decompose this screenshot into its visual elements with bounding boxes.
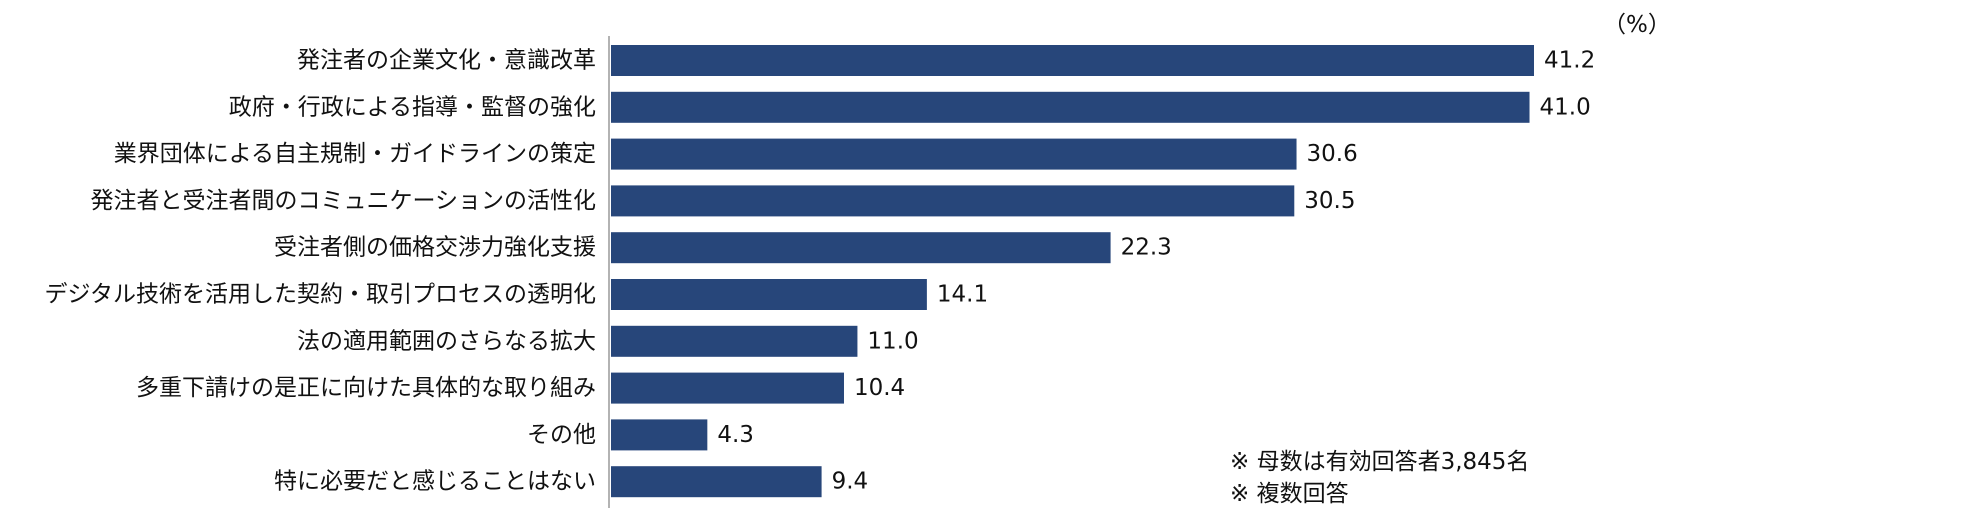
value-label: 30.5 bbox=[1304, 188, 1355, 214]
value-label: 10.4 bbox=[854, 375, 905, 401]
bar bbox=[611, 232, 1111, 264]
bar bbox=[611, 419, 708, 451]
category-labels-group: 発注者の企業文化・意識改革政府・行政による指導・監督の強化業界団体による自主規制… bbox=[44, 48, 596, 495]
category-label: その他 bbox=[527, 422, 596, 448]
category-label: デジタル技術を活用した契約・取引プロセスの透明化 bbox=[44, 282, 596, 308]
bar bbox=[611, 138, 1297, 170]
value-labels-group: 41.2 41.0 30.6 30.5 22.3 14.1 11.0 10.4 4.3 9.4 bbox=[717, 48, 1595, 495]
unit-label: （%） bbox=[1603, 12, 1671, 38]
bar bbox=[611, 91, 1530, 123]
category-label: 受注者側の価格交渉力強化支援 bbox=[274, 235, 596, 261]
bar bbox=[611, 45, 1534, 76]
category-label: 発注者の企業文化・意識改革 bbox=[297, 48, 596, 74]
category-label: 法の適用範囲のさらなる拡大 bbox=[297, 328, 596, 354]
value-label: 30.6 bbox=[1307, 141, 1358, 167]
value-label: 41.0 bbox=[1540, 94, 1591, 120]
value-label: 4.3 bbox=[717, 422, 754, 448]
category-label: 特に必要だと感じることはない bbox=[274, 469, 596, 495]
note-multiple-answers: ※ 複数回答 bbox=[1230, 481, 1349, 507]
bars-group bbox=[611, 45, 1534, 498]
bar bbox=[611, 279, 927, 310]
value-label: 9.4 bbox=[832, 469, 869, 495]
bar bbox=[611, 325, 858, 357]
category-label: 多重下請けの是正に向けた具体的な取り組み bbox=[136, 375, 596, 401]
bar bbox=[611, 185, 1295, 217]
bar bbox=[611, 372, 844, 404]
category-label: 政府・行政による指導・監督の強化 bbox=[229, 94, 596, 120]
value-label: 14.1 bbox=[937, 282, 988, 308]
bar bbox=[611, 466, 822, 498]
value-label: 11.0 bbox=[867, 328, 918, 354]
category-label: 業界団体による自主規制・ガイドラインの策定 bbox=[114, 141, 596, 167]
note-base-respondents: ※ 母数は有効回答者3,845名 bbox=[1230, 449, 1530, 475]
value-label: 22.3 bbox=[1121, 235, 1172, 261]
value-label: 41.2 bbox=[1544, 48, 1595, 74]
category-label: 発注者と受注者間のコミュニケーションの活性化 bbox=[90, 188, 596, 214]
